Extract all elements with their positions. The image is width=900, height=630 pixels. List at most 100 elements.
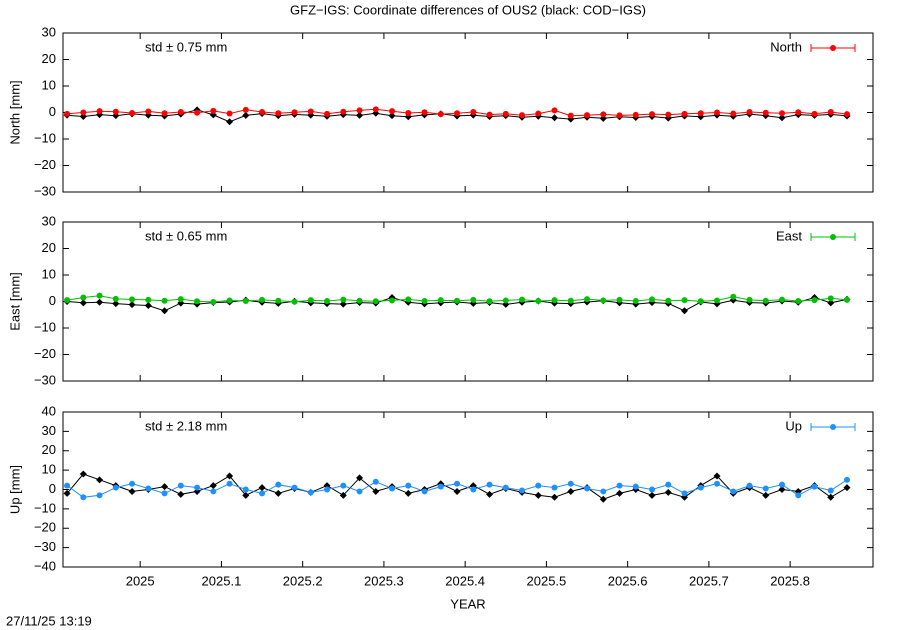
point: [112, 295, 119, 302]
point: [242, 486, 249, 493]
point: [665, 111, 672, 118]
point: [307, 489, 314, 496]
point: [145, 485, 152, 492]
point: [567, 487, 575, 495]
point: [567, 112, 574, 119]
legend-label: North: [770, 39, 802, 54]
point: [486, 490, 494, 498]
point: [599, 495, 607, 503]
point: [746, 296, 753, 303]
point: [144, 301, 152, 309]
point: [665, 297, 672, 304]
point: [226, 297, 233, 304]
point: [388, 112, 396, 120]
x-tick-label: 2025.1: [202, 573, 242, 588]
point: [324, 297, 331, 304]
point: [519, 487, 526, 494]
point: [779, 481, 786, 488]
point: [389, 108, 396, 115]
point: [584, 485, 591, 492]
point: [421, 297, 428, 304]
point: [96, 492, 103, 499]
point: [389, 485, 396, 492]
y-tick-label: 10: [42, 266, 56, 281]
point: [470, 108, 477, 115]
point: [665, 481, 672, 488]
point: [324, 110, 331, 117]
point: [275, 297, 282, 304]
point: [339, 300, 347, 308]
point: [616, 296, 623, 303]
y-tick-label: 0: [49, 293, 56, 308]
point: [600, 111, 607, 118]
point: [226, 480, 233, 487]
point: [811, 110, 818, 117]
point: [291, 109, 298, 116]
point: [778, 114, 786, 122]
point: [63, 489, 71, 497]
point: [177, 490, 185, 498]
point: [827, 299, 835, 307]
point: [551, 297, 558, 304]
point: [226, 110, 233, 117]
point: [827, 487, 834, 494]
point: [210, 488, 217, 495]
legend-marker: [830, 234, 836, 240]
point: [762, 485, 769, 492]
point: [242, 297, 249, 304]
point: [437, 111, 444, 118]
point: [664, 488, 672, 496]
legend-marker: [830, 424, 836, 430]
x-tick-label: 2025.6: [608, 573, 648, 588]
point: [210, 107, 217, 114]
point: [307, 297, 314, 304]
point: [291, 298, 298, 305]
std-annotation: std ± 2.18 mm: [145, 418, 227, 433]
point: [746, 482, 753, 489]
point: [502, 110, 509, 117]
point: [372, 487, 380, 495]
point: [844, 296, 851, 303]
point: [632, 111, 639, 118]
point: [405, 110, 412, 117]
point: [551, 107, 558, 114]
y-tick-label: −10: [34, 130, 56, 145]
point: [454, 480, 461, 487]
x-axis-label: YEAR: [450, 596, 485, 611]
point: [340, 108, 347, 115]
point: [437, 297, 444, 304]
point: [274, 489, 282, 497]
point: [80, 494, 87, 501]
point: [681, 110, 688, 117]
point: [616, 482, 623, 489]
y-tick-label: 30: [42, 423, 56, 438]
point: [600, 297, 607, 304]
point: [80, 294, 87, 301]
x-tick-label: 2025.8: [770, 573, 810, 588]
point: [844, 476, 851, 483]
y-tick-label: 30: [42, 24, 56, 39]
point: [535, 297, 542, 304]
x-tick-label: 2025.4: [445, 573, 485, 588]
point: [275, 110, 282, 117]
chart-title: GFZ−IGS: Coordinate differences of OUS2 …: [290, 2, 646, 17]
point: [714, 297, 721, 304]
point: [649, 111, 656, 118]
point: [502, 484, 509, 491]
point: [161, 307, 169, 315]
y-axis-label: East [mm]: [7, 272, 22, 331]
point: [616, 489, 624, 497]
point: [632, 483, 639, 490]
point: [64, 110, 71, 117]
y-axis-label: Up [mm]: [7, 465, 22, 514]
point: [161, 483, 169, 491]
point: [210, 299, 217, 306]
legend-label: Up: [785, 418, 802, 433]
point: [96, 292, 103, 299]
point: [778, 486, 786, 493]
y-tick-label: 40: [42, 403, 56, 418]
point: [519, 296, 526, 303]
x-tick-label: 2025.7: [689, 573, 729, 588]
point: [112, 108, 119, 115]
